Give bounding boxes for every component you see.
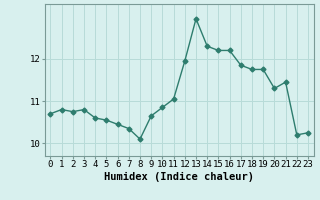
X-axis label: Humidex (Indice chaleur): Humidex (Indice chaleur) <box>104 172 254 182</box>
